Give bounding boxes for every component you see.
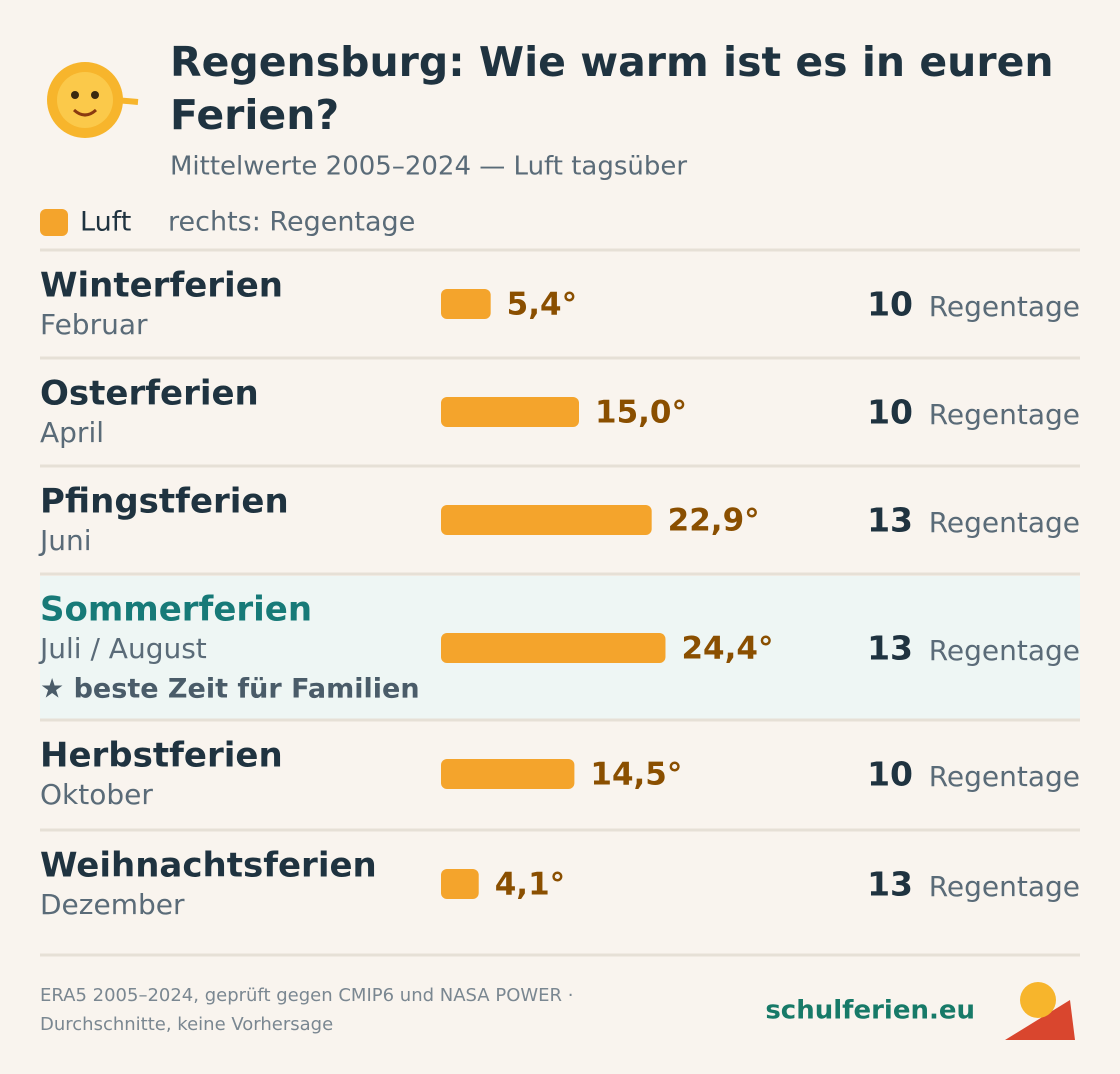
rain-days: 10 <box>867 755 913 794</box>
legend-swatch <box>40 209 68 236</box>
month-label: Oktober <box>40 778 153 811</box>
footer: ERA5 2005–2024, geprüft gegen CMIP6 und … <box>40 985 573 1006</box>
rain-days: 10 <box>867 285 913 324</box>
month-label: Juli / August <box>38 632 207 665</box>
category-label: Pfingstferien <box>40 482 289 522</box>
rain-unit: Regentage <box>929 760 1080 793</box>
legend-note: rechts: Regentage <box>168 207 415 238</box>
category-label: Osterferien <box>40 374 259 414</box>
highlight-note: ★ beste Zeit für Familien <box>40 674 420 705</box>
brand: schulferien.eu <box>765 996 975 1026</box>
month-label: April <box>40 416 104 449</box>
rain-unit: Regentage <box>929 398 1080 431</box>
rain-unit: Regentage <box>929 870 1080 903</box>
month-label: Februar <box>40 308 148 341</box>
bar <box>441 633 666 663</box>
sun-chair <box>1005 982 1075 1040</box>
rain-days: 10 <box>867 393 913 432</box>
month-label: Juni <box>38 524 92 557</box>
bar <box>441 759 575 789</box>
rain-unit: Regentage <box>929 634 1080 667</box>
rain-unit: Regentage <box>929 506 1080 539</box>
rain-days: 13 <box>867 629 913 668</box>
rain-days: 13 <box>867 865 913 904</box>
rain-unit: Regentage <box>929 290 1080 323</box>
category-label: Winterferien <box>40 266 283 306</box>
footer: Durchschnitte, keine Vorhersage <box>40 1014 333 1035</box>
title: Regensburg: Wie warm ist es in euren <box>170 38 1054 86</box>
bar <box>441 869 479 899</box>
legend-label: Luft <box>80 207 131 238</box>
bar <box>441 289 491 319</box>
subtitle: Mittelwerte 2005–2024 — Luft tagsüber <box>170 152 687 182</box>
sun-mascot <box>47 62 139 138</box>
value-label: 4,1° <box>495 867 565 903</box>
bar <box>441 505 652 535</box>
rain-days: 13 <box>867 501 913 540</box>
month-label: Dezember <box>40 888 185 921</box>
value-label: 22,9° <box>668 503 760 539</box>
category-label: Herbstferien <box>40 736 283 776</box>
category-label: Weihnachtsferien <box>40 846 377 886</box>
category-label: Sommerferien <box>40 590 312 630</box>
value-label: 24,4° <box>681 631 773 667</box>
value-label: 5,4° <box>507 287 577 323</box>
value-label: 15,0° <box>595 395 687 431</box>
title: Ferien? <box>170 91 339 139</box>
bar <box>441 397 579 427</box>
value-label: 14,5° <box>590 757 682 793</box>
